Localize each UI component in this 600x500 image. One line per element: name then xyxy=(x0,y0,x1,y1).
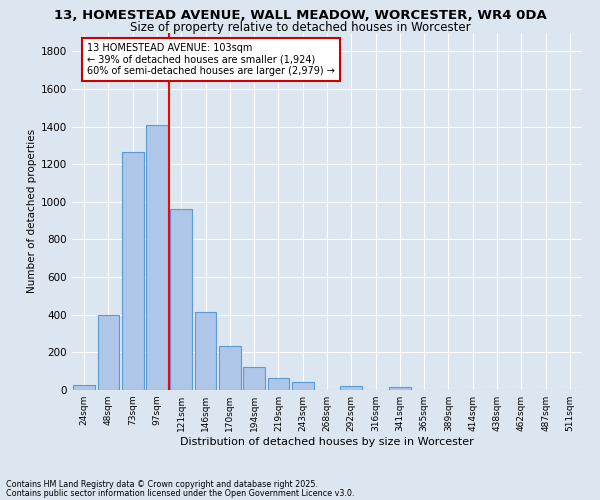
Bar xyxy=(170,210,192,390)
Bar xyxy=(122,152,143,390)
Text: 13, HOMESTEAD AVENUE, WALL MEADOW, WORCESTER, WR4 0DA: 13, HOMESTEAD AVENUE, WALL MEADOW, WORCE… xyxy=(53,9,547,22)
Text: Size of property relative to detached houses in Worcester: Size of property relative to detached ho… xyxy=(130,22,470,35)
Bar xyxy=(243,368,265,390)
Bar xyxy=(97,314,119,390)
Text: Contains public sector information licensed under the Open Government Licence v3: Contains public sector information licen… xyxy=(6,488,355,498)
Bar xyxy=(292,382,314,390)
Text: 13 HOMESTEAD AVENUE: 103sqm
← 39% of detached houses are smaller (1,924)
60% of : 13 HOMESTEAD AVENUE: 103sqm ← 39% of det… xyxy=(88,43,335,76)
Bar xyxy=(340,386,362,390)
Bar xyxy=(73,386,95,390)
Bar xyxy=(146,124,168,390)
Bar xyxy=(194,312,217,390)
Bar xyxy=(389,387,411,390)
Text: Contains HM Land Registry data © Crown copyright and database right 2025.: Contains HM Land Registry data © Crown c… xyxy=(6,480,318,489)
Y-axis label: Number of detached properties: Number of detached properties xyxy=(27,129,37,294)
Bar xyxy=(268,378,289,390)
Bar xyxy=(219,346,241,390)
X-axis label: Distribution of detached houses by size in Worcester: Distribution of detached houses by size … xyxy=(180,437,474,447)
